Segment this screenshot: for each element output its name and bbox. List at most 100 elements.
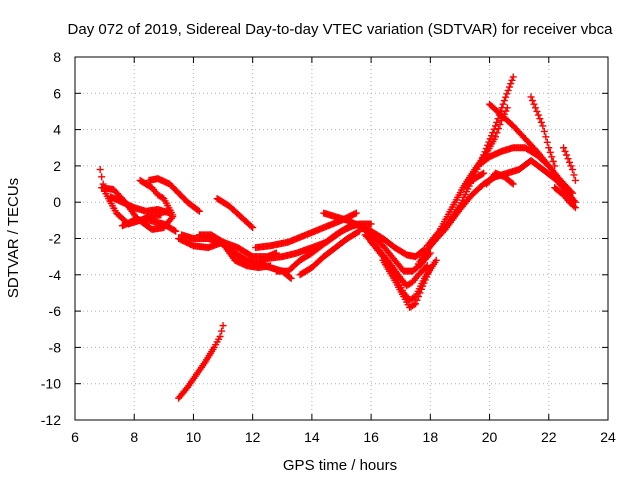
data-point — [570, 171, 578, 179]
data-point — [543, 138, 551, 146]
data-point — [500, 97, 508, 105]
x-tick-label: 8 — [130, 429, 138, 445]
data-point — [502, 107, 510, 115]
y-tick-label: -4 — [49, 267, 62, 283]
y-tick-label: 4 — [53, 122, 61, 138]
data-point — [421, 276, 429, 284]
data-point — [509, 180, 517, 188]
data-point — [480, 169, 488, 177]
y-tick-label: 6 — [53, 85, 61, 101]
y-tick-label: 2 — [53, 158, 61, 174]
x-tick-label: 18 — [423, 429, 439, 445]
data-point — [528, 97, 536, 105]
x-axis-label: GPS time / hours — [283, 457, 397, 474]
series-track-21 — [420, 73, 517, 257]
data-point — [571, 176, 579, 184]
data-point — [540, 127, 548, 135]
data-point — [571, 204, 579, 212]
data-point — [367, 220, 375, 228]
data-point — [533, 107, 541, 115]
series-track-7 — [175, 322, 227, 402]
data-point — [531, 104, 539, 112]
data-point — [425, 267, 433, 275]
data-point — [504, 86, 512, 94]
data-point — [561, 147, 569, 155]
y-tick-label: -8 — [49, 339, 62, 355]
data-point — [567, 188, 575, 196]
data-point — [502, 93, 510, 101]
data-point — [218, 327, 226, 335]
data-point — [549, 157, 557, 165]
data-point — [499, 100, 507, 108]
data-point — [493, 129, 501, 137]
series-track-28 — [462, 169, 488, 190]
data-point — [494, 125, 502, 133]
x-tick-label: 10 — [186, 429, 202, 445]
data-point — [505, 83, 513, 91]
y-tick-label: 0 — [53, 194, 61, 210]
series-track-20 — [379, 256, 434, 311]
series-track-4 — [136, 176, 177, 219]
data-point — [419, 282, 427, 290]
data-points — [96, 73, 579, 402]
data-point — [432, 256, 440, 264]
data-point — [96, 166, 104, 174]
data-point — [414, 293, 422, 301]
data-point — [378, 251, 386, 259]
chart-grid — [75, 57, 608, 420]
data-point — [503, 104, 511, 112]
series-track-15 — [296, 227, 363, 279]
y-tick-label: -12 — [41, 412, 61, 428]
series-track-27 — [483, 169, 517, 188]
data-point — [410, 301, 418, 309]
data-point — [287, 274, 295, 282]
plot-frame — [74, 56, 609, 421]
data-point — [194, 206, 202, 214]
data-point — [423, 273, 431, 281]
data-point — [216, 333, 224, 341]
data-point — [537, 118, 545, 126]
series-track-3 — [107, 193, 174, 217]
y-axis: -12 -10 -8 -6 -4 -2 0 2 4 6 8 — [41, 49, 608, 428]
data-point — [560, 144, 568, 152]
series-track-25 — [486, 100, 576, 197]
data-point — [508, 76, 516, 84]
data-point — [478, 170, 486, 178]
x-tick-label: 24 — [600, 429, 616, 445]
data-point — [354, 228, 362, 236]
data-point — [570, 202, 578, 210]
series-track-6 — [118, 216, 180, 235]
data-point — [488, 132, 496, 140]
data-point — [352, 209, 360, 217]
data-point — [527, 93, 535, 101]
series-track-5 — [145, 175, 203, 215]
data-point — [424, 270, 432, 278]
data-point — [98, 173, 106, 181]
y-tick-label: -6 — [49, 303, 62, 319]
series-track-26 — [527, 93, 559, 170]
data-point — [195, 207, 203, 215]
y-tick-label: 8 — [53, 49, 61, 65]
x-tick-label: 20 — [482, 429, 498, 445]
data-point — [496, 121, 504, 129]
data-point — [170, 226, 178, 234]
data-point — [249, 224, 257, 232]
x-tick-label: 22 — [541, 429, 557, 445]
data-point — [413, 296, 421, 304]
data-point — [545, 144, 553, 152]
data-point — [247, 222, 255, 230]
x-tick-label: 14 — [304, 429, 320, 445]
y-axis-label: SDTVAR / TECUs — [5, 178, 22, 298]
data-point — [420, 279, 428, 287]
chart-title: Day 072 of 2019, Sidereal Day-to-day VTE… — [68, 21, 614, 38]
data-point — [551, 162, 559, 170]
data-point — [219, 322, 227, 330]
data-point — [536, 115, 544, 123]
data-point — [546, 148, 554, 156]
data-point — [172, 227, 180, 235]
data-point — [169, 211, 177, 219]
data-point — [509, 73, 517, 81]
data-point — [539, 122, 547, 130]
data-point — [563, 151, 571, 159]
data-point — [568, 166, 576, 174]
